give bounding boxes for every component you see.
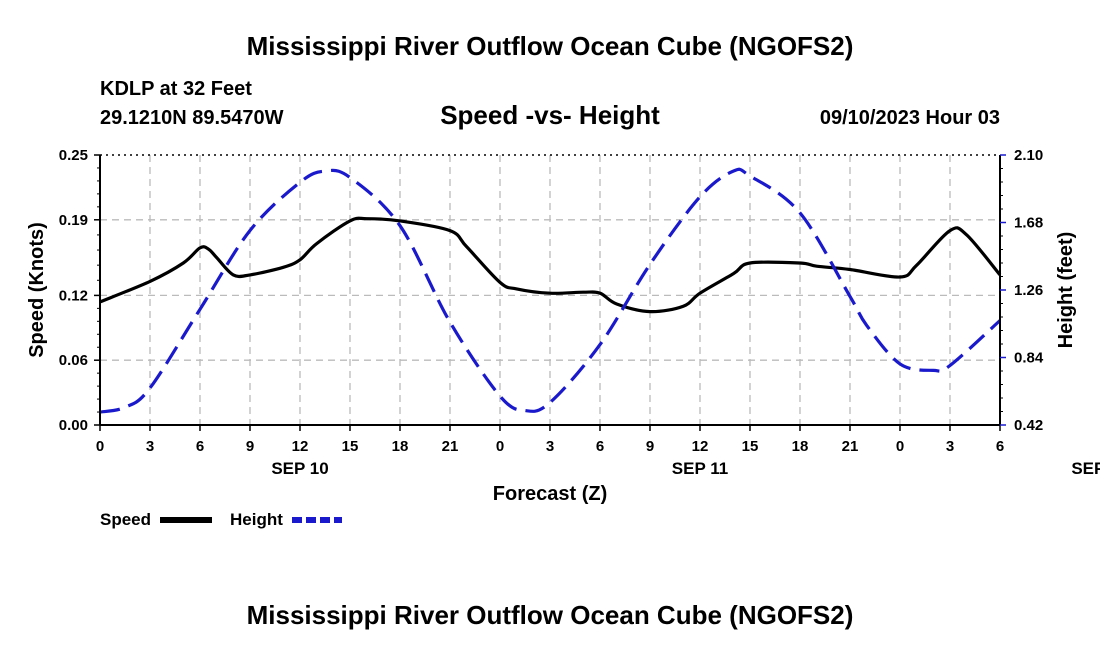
- x-tick-label: 15: [742, 438, 759, 455]
- chart-subtitle: Speed -vs- Height: [440, 100, 660, 130]
- x-tick-label: 0: [96, 438, 104, 455]
- x-tick-label: 6: [596, 438, 604, 455]
- series-line-height: [99, 167, 1002, 414]
- x-tick-label: 3: [146, 438, 154, 455]
- x-tick-label: 21: [842, 438, 859, 455]
- x-tick-label: 21: [442, 438, 459, 455]
- x-tick-label: 6: [196, 438, 204, 455]
- chart-title: Mississippi River Outflow Ocean Cube (NG…: [247, 31, 854, 61]
- x-tick-label: 3: [546, 438, 554, 455]
- x-tick-label: 12: [692, 438, 709, 455]
- x-tick-label: 18: [392, 438, 409, 455]
- datetime-label: 09/10/2023 Hour 03: [820, 107, 1000, 129]
- y2-tick-label: 2.10: [1014, 147, 1043, 164]
- y2-tick-label: 0.84: [1014, 350, 1044, 367]
- grid-lines: [100, 155, 1000, 425]
- axis-ticks: 0 3 6 9 12 15 18 21 0 3 6 9 12 15 18 21 0 3 6 SEP 10 SEP 11 S…: [59, 147, 1100, 478]
- x-tick-label: 9: [246, 438, 254, 455]
- x-tick-label: 3: [946, 438, 954, 455]
- y2-tick-label: 0.42: [1014, 417, 1043, 434]
- x-date-label: SEP 10: [271, 459, 328, 478]
- x-tick-label: 6: [996, 438, 1004, 455]
- y-tick-label: 0.06: [59, 352, 88, 369]
- y-tick-label: 0.25: [59, 147, 88, 164]
- x-tick-label: 12: [292, 438, 309, 455]
- x-tick-label: 0: [496, 438, 504, 455]
- legend: Speed Height: [100, 510, 342, 529]
- series-line-speed: [99, 216, 1002, 314]
- x-tick-label: 15: [342, 438, 359, 455]
- legend-speed-label: Speed: [100, 510, 151, 529]
- station-label: KDLP at 32 Feet: [100, 78, 252, 100]
- location-label: 29.1210N 89.5470W: [100, 107, 284, 129]
- y-axis-label: Speed (Knots): [26, 222, 48, 358]
- y2-axis-label: Height (feet): [1055, 232, 1077, 349]
- x-date-label: SEP 11: [672, 459, 728, 478]
- x-tick-label: 9: [646, 438, 654, 455]
- y-tick-label: 0.12: [59, 287, 88, 304]
- x-tick-label: 18: [792, 438, 809, 455]
- series-lines: [99, 167, 1002, 414]
- footer-title: Mississippi River Outflow Ocean Cube (NG…: [247, 600, 854, 630]
- y2-tick-label: 1.26: [1014, 282, 1043, 299]
- y-tick-label: 0.19: [59, 212, 88, 229]
- y2-tick-label: 1.68: [1014, 215, 1043, 232]
- y-tick-label: 0.00: [59, 417, 88, 434]
- x-tick-label: 0: [896, 438, 904, 455]
- x-date-label: SEP 12: [1071, 459, 1100, 478]
- legend-height-label: Height: [230, 510, 283, 529]
- x-axis-label: Forecast (Z): [493, 483, 607, 505]
